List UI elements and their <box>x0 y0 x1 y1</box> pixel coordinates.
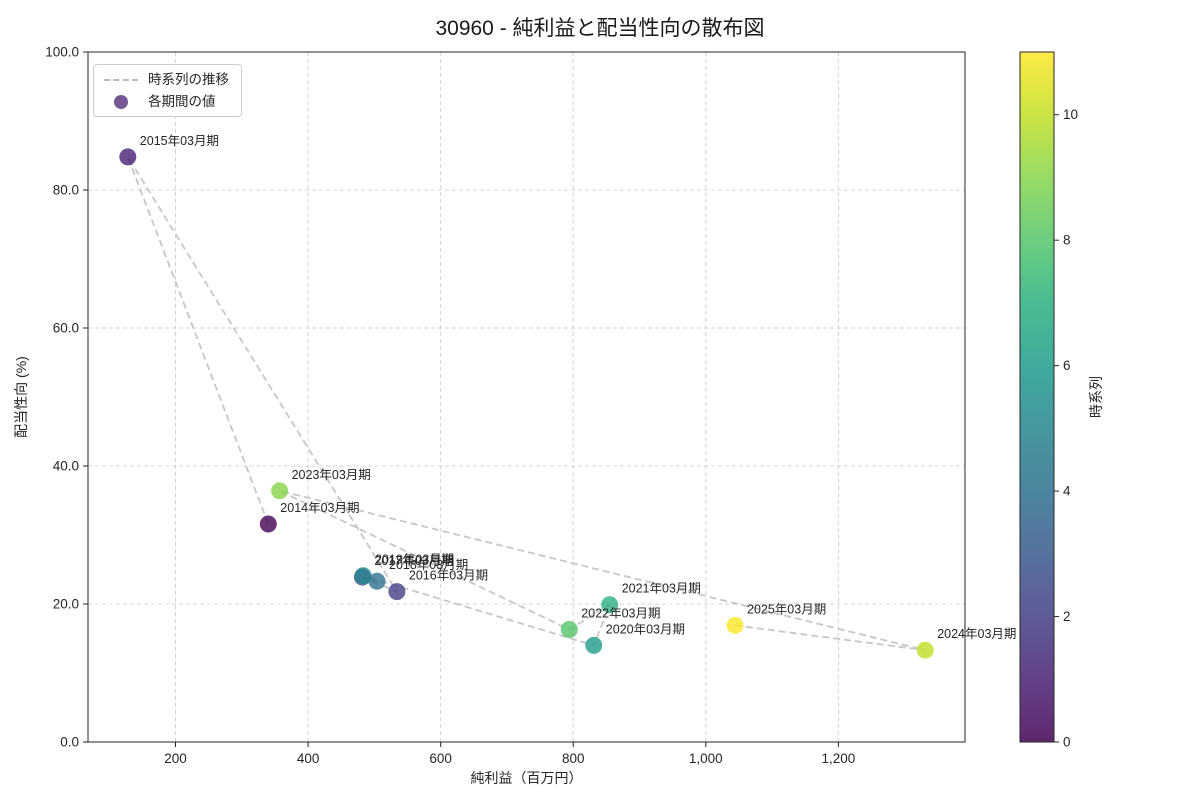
point-label: 2014年03月期 <box>280 501 359 515</box>
colorbar-tick-label: 6 <box>1063 358 1071 373</box>
y-tick-label: 0.0 <box>60 735 79 750</box>
point-label: 2019年03月期 <box>375 553 454 567</box>
y-tick-label: 100.0 <box>45 45 79 60</box>
legend-item-label: 各期間の値 <box>148 94 216 109</box>
colorbar-label: 時系列 <box>1088 376 1104 418</box>
data-point-2022年03月期 <box>560 621 578 638</box>
data-point-2019年03月期 <box>354 567 372 585</box>
point-label: 2021年03月期 <box>622 582 701 596</box>
chart-title: 30960 - 純利益と配当性向の散布図 <box>435 17 765 40</box>
y-tick-label: 40.0 <box>53 459 79 474</box>
legend-item-label: 時系列の推移 <box>148 72 229 87</box>
y-tick-label: 80.0 <box>53 183 79 198</box>
marker-swatch-wrap <box>104 94 138 109</box>
colorbar-tick-label: 8 <box>1063 233 1071 248</box>
data-point-2014年03月期 <box>259 515 277 533</box>
data-point-2023年03月期 <box>271 482 289 500</box>
point-label: 2022年03月期 <box>581 607 660 621</box>
y-tick-label: 20.0 <box>53 597 79 612</box>
dashed-line-swatch <box>104 78 138 81</box>
colorbar-gradient <box>1020 52 1054 742</box>
x-tick-label: 400 <box>297 751 320 766</box>
colorbar-tick-label: 0 <box>1063 735 1071 750</box>
plot-border <box>87 51 966 743</box>
legend: 時系列の推移 各期間の値 <box>93 64 242 117</box>
data-point-2016年03月期 <box>388 583 406 601</box>
point-label: 2018年03月期 <box>389 558 468 572</box>
data-point-2020年03月期 <box>585 636 603 654</box>
point-label: 2020年03月期 <box>606 622 685 636</box>
x-tick-label: 1,000 <box>689 751 723 766</box>
point-label: 2024年03月期 <box>937 627 1016 641</box>
trend-line <box>126 156 926 652</box>
y-tick-label: 60.0 <box>53 321 79 336</box>
x-tick-label: 800 <box>562 751 585 766</box>
data-point-2025年03月期 <box>726 616 744 634</box>
legend-item-period-marker: 各期間の値 <box>104 94 229 109</box>
point-label: 2025年03月期 <box>747 602 826 616</box>
marker-swatch <box>114 94 128 109</box>
point-label: 2023年03月期 <box>292 468 371 482</box>
x-tick-label: 200 <box>164 751 187 766</box>
colorbar-tick-label: 2 <box>1063 609 1071 624</box>
data-point-2021年03月期 <box>601 596 619 614</box>
point-label: 2016年03月期 <box>409 569 488 583</box>
colorbar-border <box>1019 51 1055 743</box>
x-tick-label: 600 <box>429 751 452 766</box>
data-point-2015年03月期 <box>119 148 137 166</box>
colorbar-tick-label: 4 <box>1063 484 1071 499</box>
data-point-2024年03月期 <box>916 641 934 659</box>
legend-item-trend-line: 時系列の推移 <box>104 72 229 87</box>
point-label: 2017年03月期 <box>374 554 453 568</box>
colorbar-tick-label: 10 <box>1063 107 1078 122</box>
x-axis-label: 純利益（百万円） <box>470 770 583 786</box>
data-point-2018年03月期 <box>368 572 386 590</box>
y-axis-label: 配当性向 (%) <box>13 356 29 438</box>
point-label: 2015年03月期 <box>140 134 219 148</box>
x-tick-label: 1,200 <box>821 751 855 766</box>
